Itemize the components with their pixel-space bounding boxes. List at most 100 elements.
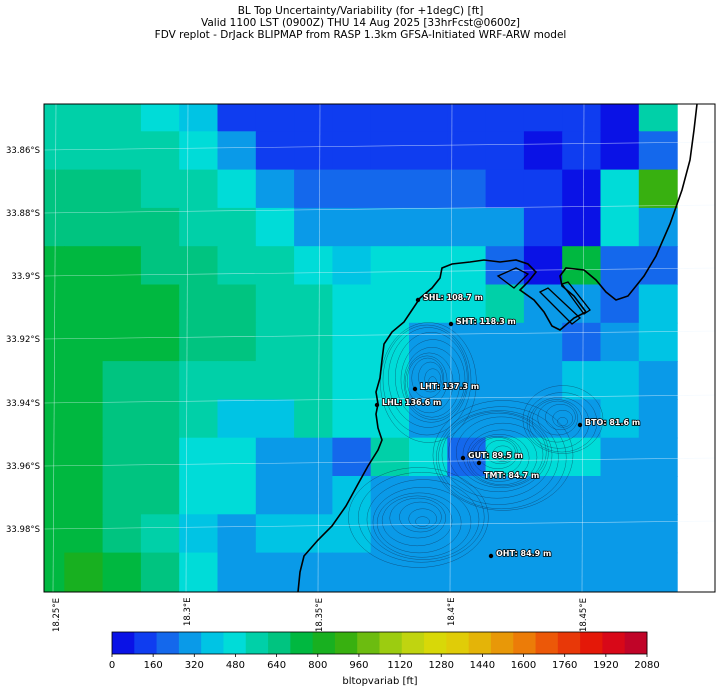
grid-cell	[179, 131, 219, 171]
grid-cell	[140, 284, 180, 324]
site-label-sht: SHT: 118.3 m	[456, 317, 516, 326]
grid-cell	[562, 207, 602, 247]
grid-cell	[217, 514, 257, 554]
grid-cell	[44, 207, 65, 247]
lat-label: 33.86°S	[6, 146, 40, 156]
colorbar-tick-label: 480	[226, 660, 245, 671]
grid-cell	[409, 246, 448, 286]
grid-cell	[638, 169, 678, 209]
grid-cell	[409, 131, 448, 171]
grid-cell	[179, 476, 219, 515]
grid-cell	[140, 207, 180, 247]
site-label-tmt: TMT: 84.7 m	[484, 471, 539, 480]
grid-cell	[294, 514, 333, 554]
grid-cell	[140, 514, 180, 554]
colorbar-swatches	[112, 632, 648, 654]
grid-cell	[562, 437, 602, 477]
contour-line	[394, 332, 468, 423]
contour-line	[357, 472, 485, 563]
grid-cell	[600, 207, 640, 247]
map-frame	[43, 103, 716, 593]
contour-line	[381, 495, 453, 547]
grid-cell	[409, 552, 448, 592]
contour-line	[462, 422, 544, 487]
grid-cell	[600, 169, 640, 209]
grid-cell	[102, 246, 142, 286]
colorbar-swatch	[424, 632, 447, 654]
colorbar-swatch	[178, 632, 202, 654]
contour-line	[411, 357, 444, 399]
grid-cell	[562, 514, 602, 554]
site-dot	[577, 422, 583, 428]
colorbar-tick-label: 1600	[511, 660, 536, 671]
contour-line	[485, 439, 516, 465]
grid-cell	[523, 131, 563, 171]
contour-line	[528, 397, 590, 449]
grid-cell	[179, 104, 219, 132]
lat-label: 33.9°S	[11, 272, 40, 282]
grid-cell	[332, 399, 372, 439]
colorbar-swatch	[446, 632, 470, 654]
grid-cell	[485, 131, 525, 171]
colorbar-swatch	[312, 632, 336, 654]
contour-line	[432, 400, 574, 511]
contour-line	[438, 410, 559, 505]
grid-cell	[44, 514, 65, 554]
lon-label: 18.35°E	[315, 598, 325, 632]
grid-cell	[370, 437, 410, 477]
colorbar-tick-label: 1280	[429, 660, 454, 671]
colorbar-swatch	[401, 632, 425, 654]
contour-line	[348, 467, 489, 568]
contour-line	[382, 324, 472, 436]
contour-line	[366, 479, 480, 560]
colorbar-swatch	[602, 632, 626, 654]
site-dot	[448, 321, 454, 327]
grid-cell	[447, 514, 487, 554]
grid-cell	[217, 361, 257, 400]
contour-line	[455, 416, 547, 488]
grid-cell	[44, 284, 65, 324]
grid-cell	[44, 361, 65, 400]
contour-line	[522, 385, 604, 454]
grid-cell	[638, 104, 678, 132]
colorbar-tick-label: 320	[185, 660, 204, 671]
colorbar-swatch	[535, 632, 559, 654]
grid-cell	[64, 514, 104, 554]
contour-line	[448, 412, 549, 493]
grid-cell	[294, 476, 333, 515]
grid-cell	[294, 399, 333, 439]
colorbar-swatch	[290, 632, 314, 654]
grid-cell	[294, 131, 333, 171]
grid-cell	[140, 131, 180, 171]
colorbar-swatch	[112, 632, 135, 654]
grid-cell	[485, 399, 525, 439]
colorbar-swatch	[268, 632, 291, 654]
grid-cell	[562, 169, 602, 209]
contour-line	[477, 437, 518, 469]
grid-cell	[140, 552, 180, 592]
grid-cell	[179, 361, 219, 400]
grid-cell	[255, 476, 295, 515]
grid-cell	[102, 476, 142, 515]
coastline	[297, 104, 698, 592]
grid-cell	[217, 246, 257, 286]
grid-cell	[409, 207, 448, 247]
colorbar-swatch	[490, 632, 514, 654]
grid-cell	[102, 207, 142, 247]
grid-cell	[140, 322, 180, 362]
grid-cell	[485, 514, 525, 554]
grid-cell	[600, 322, 640, 362]
colorbar-tick-label: 640	[267, 660, 286, 671]
grid-cell	[294, 207, 333, 247]
grid-cell	[44, 399, 65, 439]
grid-cell	[485, 322, 525, 362]
grid-cell	[638, 361, 678, 400]
contour-line	[537, 400, 578, 436]
grid-cell	[255, 552, 295, 592]
grid-cell	[179, 284, 219, 324]
site-dot	[476, 460, 482, 466]
contour-line	[466, 429, 538, 486]
lon-label: 18.3°E	[183, 597, 193, 626]
grid-cell	[332, 361, 372, 400]
